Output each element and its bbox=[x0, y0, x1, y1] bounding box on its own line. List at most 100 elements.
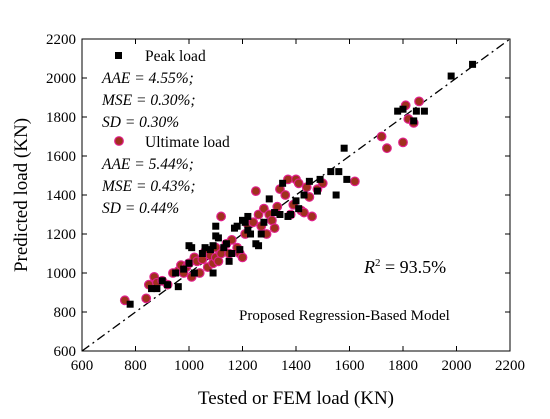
peak-load-point bbox=[244, 226, 252, 234]
model-label: Proposed Regression-Based Model bbox=[239, 308, 450, 324]
peak-load-point bbox=[220, 244, 228, 252]
peak-load-point bbox=[206, 246, 214, 254]
peak-mse: MSE = 0.30%; bbox=[101, 92, 196, 109]
peak-load-point bbox=[241, 218, 249, 226]
ultimate-load-point bbox=[382, 143, 392, 154]
peak-load-point bbox=[164, 281, 172, 289]
peak-load-point bbox=[212, 222, 220, 230]
ultimate-load-point bbox=[293, 178, 304, 189]
reference-line-y-equals-x bbox=[81, 38, 511, 352]
peak-load-point bbox=[214, 234, 222, 242]
peak-load-point bbox=[447, 72, 455, 80]
peak-load-point bbox=[126, 300, 134, 308]
ultimate-load-point bbox=[376, 131, 387, 142]
ultimate-load-point bbox=[280, 190, 291, 200]
peak-load-point bbox=[343, 175, 351, 183]
ultimate-aae: AAE = 5.44%; bbox=[101, 156, 194, 173]
y-tick-label: 1200 bbox=[46, 227, 76, 243]
peak-load-point bbox=[279, 179, 287, 187]
legend: Peak load AAE = 4.55%; MSE = 0.30%; SD =… bbox=[101, 48, 230, 217]
peak-load-point bbox=[313, 187, 321, 195]
peak-load-point bbox=[260, 218, 268, 226]
x-axis-ticks: 600 800 1000 1200 1400 1600 1800 2000 2200 bbox=[71, 39, 525, 374]
legend-marker-ultimate-load bbox=[114, 136, 124, 146]
ultimate-load-point bbox=[307, 211, 317, 222]
peak-load-point bbox=[265, 195, 273, 203]
peak-load-point bbox=[287, 211, 295, 218]
peak-load-point bbox=[190, 269, 198, 277]
peak-load-point bbox=[327, 168, 335, 176]
ultimate-load-point bbox=[216, 211, 227, 222]
r-squared-label: R2 = 93.5% bbox=[363, 257, 446, 277]
y-tick-label: 600 bbox=[54, 344, 77, 360]
y-tick-label: 1400 bbox=[46, 188, 76, 204]
legend-marker-peak-load bbox=[115, 52, 122, 59]
x-tick-label: 600 bbox=[71, 358, 94, 374]
peak-load-point bbox=[201, 244, 209, 252]
y-axis-title: Predicted load (KN) bbox=[11, 118, 32, 272]
ultimate-load-point bbox=[398, 137, 408, 148]
peak-load-point bbox=[198, 250, 206, 257]
peak-load-point bbox=[222, 240, 230, 248]
peak-load-point bbox=[340, 144, 348, 152]
y-tick-label: 1600 bbox=[46, 149, 76, 165]
ultimate-sd: SD = 0.44% bbox=[102, 200, 179, 217]
legend-label-ultimate-load: Ultimate load bbox=[145, 134, 230, 151]
peak-load-point bbox=[185, 259, 193, 267]
peak-load-point bbox=[399, 105, 407, 113]
peak-load-point bbox=[332, 191, 340, 199]
ultimate-load-point bbox=[237, 252, 248, 263]
peak-load-point bbox=[292, 197, 300, 205]
peak-load-point bbox=[420, 107, 428, 115]
peak-load-point bbox=[271, 209, 279, 217]
peak-load-point bbox=[394, 107, 402, 115]
ultimate-load-point bbox=[141, 293, 152, 304]
x-tick-label: 1800 bbox=[388, 358, 418, 374]
peak-load-point bbox=[410, 117, 418, 125]
ultimate-load-point bbox=[269, 223, 280, 234]
ultimate-load-point bbox=[349, 176, 360, 187]
ultimate-load-point bbox=[250, 186, 261, 197]
x-tick-label: 800 bbox=[124, 358, 147, 374]
peak-aae: AAE = 4.55%; bbox=[101, 70, 194, 87]
peak-load-point bbox=[158, 277, 166, 285]
peak-load-point bbox=[172, 269, 180, 277]
ultimate-load-point bbox=[248, 217, 259, 228]
peak-load-point bbox=[153, 285, 161, 293]
peak-load-point bbox=[316, 175, 324, 183]
y-tick-label: 2200 bbox=[46, 32, 76, 48]
x-tick-label: 1400 bbox=[281, 358, 311, 374]
y-tick-label: 1000 bbox=[46, 266, 76, 282]
peak-load-point bbox=[209, 242, 217, 250]
peak-load-point bbox=[300, 191, 308, 199]
peak-load-point bbox=[335, 168, 343, 176]
peak-load-point bbox=[255, 242, 263, 250]
peak-load-point bbox=[295, 205, 303, 213]
peak-load-point bbox=[412, 107, 420, 115]
series-peak-load bbox=[126, 60, 477, 308]
peak-load-point bbox=[228, 250, 236, 257]
peak-load-point bbox=[236, 246, 244, 254]
peak-load-point bbox=[148, 285, 156, 293]
peak-load-point bbox=[180, 265, 188, 273]
y-tick-label: 800 bbox=[54, 305, 77, 321]
x-axis-title: Tested or FEM load (KN) bbox=[198, 388, 394, 409]
peak-load-point bbox=[247, 230, 255, 238]
x-tick-label: 2200 bbox=[495, 358, 525, 374]
peak-load-point bbox=[257, 230, 265, 238]
peak-load-point bbox=[225, 257, 233, 265]
x-tick-label: 1600 bbox=[335, 358, 365, 374]
legend-label-peak-load: Peak load bbox=[145, 48, 206, 65]
peak-load-point bbox=[233, 222, 241, 230]
peak-sd: SD = 0.30% bbox=[102, 114, 179, 131]
ultimate-load-point bbox=[414, 96, 424, 107]
y-tick-label: 1800 bbox=[46, 110, 76, 126]
x-tick-label: 1200 bbox=[228, 358, 258, 374]
peak-load-point bbox=[209, 269, 217, 277]
peak-load-point bbox=[305, 177, 313, 185]
y-tick-label: 2000 bbox=[46, 71, 76, 87]
x-tick-label: 2000 bbox=[442, 358, 472, 374]
ultimate-mse: MSE = 0.43%; bbox=[101, 178, 196, 195]
peak-load-point bbox=[174, 283, 182, 291]
